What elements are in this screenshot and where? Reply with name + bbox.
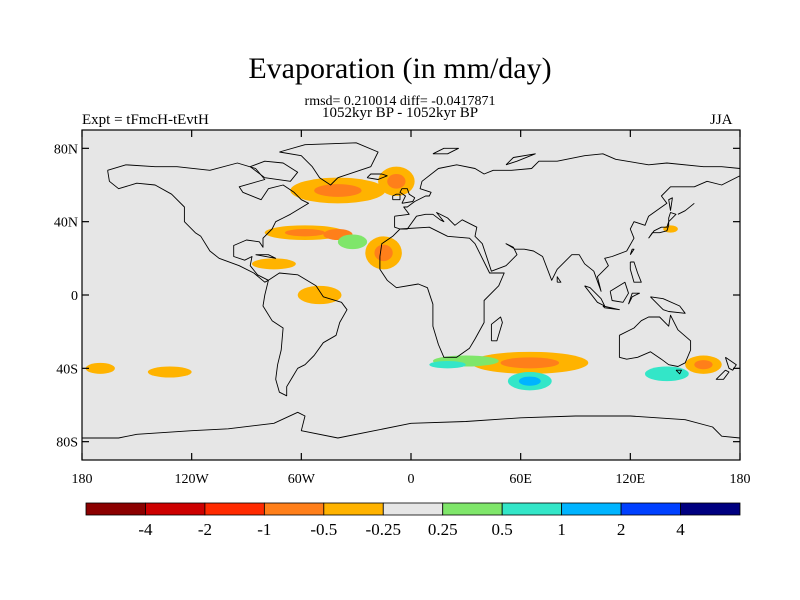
colorbar-label: -0.5 — [310, 520, 337, 539]
anomaly-south-pacific-west — [85, 362, 115, 374]
colorbar: -4 -2 -1 -0.5 -0.25 0.25 0.5 1 2 4 — [85, 502, 741, 539]
colorbar-swatch — [204, 502, 265, 516]
anomaly-amazon-coast — [297, 285, 342, 305]
map-title: Evaporation (in mm/day) — [248, 52, 552, 85]
lon-tick-label: 180 — [730, 472, 751, 487]
anomaly-norwegian-sea — [411, 163, 441, 178]
period-subtitle: 1052kyr BP - 1052kyr BP — [321, 105, 479, 121]
lat-tick-label: 80N — [54, 142, 78, 157]
coastline-new-zealand-north — [724, 356, 737, 371]
season-label: JJA — [710, 112, 733, 128]
colorbar-label: 2 — [617, 520, 626, 539]
coastline-great-britain — [399, 188, 416, 204]
coastlines — [82, 142, 740, 439]
lon-tick-label: 60W — [288, 472, 316, 487]
coastline-south-america — [262, 272, 348, 397]
colorbar-label: -2 — [198, 520, 212, 539]
anomaly-core-gulf-stream — [284, 229, 326, 237]
colorbar-swatch — [561, 502, 622, 516]
anomaly-tropical-south-pacific — [103, 304, 178, 319]
coastline-baffin-island — [249, 160, 299, 182]
coastline-sakhalin — [668, 197, 673, 211]
anomaly-core-northwest-africa — [374, 244, 393, 262]
colorbar-swatch — [501, 502, 563, 516]
colorbar-label: 0.5 — [492, 520, 513, 539]
rmsd-diff-stats: rmsd= 0.210014 diff= -0.0417871 — [304, 94, 496, 109]
colorbar-label: -0.25 — [366, 520, 401, 539]
axes: 80N 40N 0 40S 80S 180 120W 60W 0 60E 120E 180 — [54, 130, 751, 487]
colorbar-swatch — [680, 502, 741, 516]
anomaly-core-southern-ocean-indian — [500, 357, 560, 369]
coastline-java — [602, 305, 620, 311]
anomaly-south-atlantic-cyan — [429, 361, 466, 369]
lat-tick-label: 80S — [56, 436, 78, 451]
anomaly-core-kerguelen-negative — [518, 376, 541, 386]
anomaly-north-pacific-east — [672, 232, 735, 255]
coastline-borneo — [609, 281, 629, 303]
colorbar-swatch — [263, 502, 325, 516]
coastline-greenland — [279, 142, 379, 186]
coastline-hokkaido-kuril — [677, 202, 695, 215]
coastline-cuba — [255, 254, 277, 259]
coastline-africa — [379, 226, 505, 358]
colorbar-swatch — [85, 502, 146, 516]
coastline-svalbard — [432, 147, 459, 155]
lon-tick-label: 120E — [616, 472, 646, 487]
coastline-sri-lanka — [556, 276, 562, 283]
colorbar-swatch — [382, 502, 444, 516]
coastline-sumatra — [584, 285, 606, 307]
lon-tick-label: 180 — [72, 472, 93, 487]
anomaly-core-tasman-sea — [694, 360, 713, 370]
coastline-tasmania — [675, 369, 682, 375]
lon-tick-label: 60E — [509, 472, 532, 487]
colorbar-swatch — [442, 502, 503, 516]
colorbar-swatch — [145, 502, 206, 516]
anomaly-core-north-atlantic-subpolar — [314, 184, 362, 197]
lat-tick-label: 40N — [54, 216, 78, 231]
coastline-iceland — [366, 173, 388, 180]
coastline-eurasia — [394, 153, 740, 292]
colorbar-label: 4 — [676, 520, 685, 539]
lat-tick-label: 0 — [71, 289, 78, 304]
colorbar-swatch — [323, 502, 384, 516]
lon-tick-label: 120W — [175, 472, 210, 487]
colorbar-label: -4 — [138, 520, 153, 539]
coastline-ireland — [392, 193, 401, 201]
coastline-japan — [648, 212, 677, 239]
anomaly-core-south-pacific — [147, 366, 192, 378]
coastline-new-guinea — [650, 296, 686, 314]
anomaly-subtropical-north-atlantic — [337, 234, 368, 250]
coastline-philippines — [629, 261, 642, 283]
lon-tick-label: 0 — [408, 472, 415, 487]
anomaly-core-iceland-region — [387, 174, 406, 189]
coastline-new-zealand-south — [715, 369, 730, 380]
anomaly-south-of-australia — [644, 366, 689, 382]
coastline-novaya-zemlya — [505, 153, 536, 166]
anomaly-mediterranean — [421, 219, 466, 235]
colorbar-label: 0.25 — [428, 520, 458, 539]
coastline-madagascar — [490, 316, 503, 342]
anomaly-arabian-peninsula — [487, 251, 510, 266]
coastline-australia — [618, 314, 692, 367]
colorbar-swatch — [620, 502, 681, 516]
lat-tick-label: 40S — [56, 362, 78, 377]
coastline-taiwan — [629, 248, 635, 255]
experiment-label: Expt = tFmcH-tEvtH — [82, 112, 209, 128]
colorbar-label: -1 — [257, 520, 271, 539]
anomaly-caribbean — [251, 258, 296, 270]
coastline-north-america — [107, 162, 310, 283]
coastline-sulawesi — [628, 292, 640, 305]
coastline-antarctica — [82, 411, 740, 439]
colorbar-label: 1 — [557, 520, 566, 539]
